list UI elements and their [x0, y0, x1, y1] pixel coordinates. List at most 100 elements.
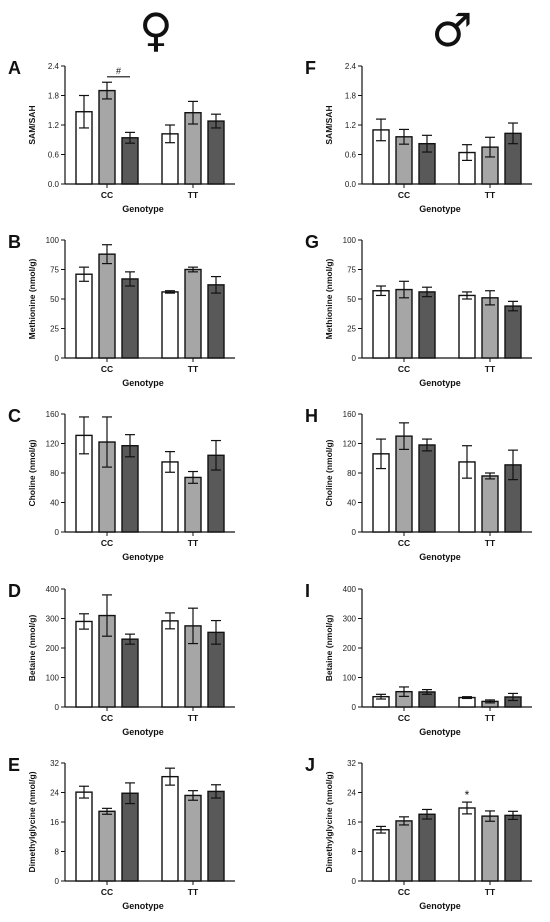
y-tick-label: 0 — [352, 528, 357, 537]
bar — [458, 294, 476, 359]
x-category-label: TT — [188, 713, 199, 723]
bar — [395, 288, 413, 359]
x-category-label: TT — [485, 190, 496, 200]
bar — [161, 291, 179, 359]
chart-panels: A 0.0 0.6 1.2 1.8 2.4 SAM/SAH Genotype CC TT # F 0.0… — [8, 58, 532, 911]
y-tick-label: 0 — [55, 528, 60, 537]
x-axis-label: Genotype — [122, 727, 164, 737]
bar — [184, 794, 202, 882]
panel-letter-c: C — [8, 406, 21, 426]
y-axis-label: Betaine (nmol/g) — [27, 615, 37, 682]
y-tick-label: 0 — [55, 703, 60, 712]
x-category-label: TT — [188, 887, 199, 897]
bar — [207, 120, 225, 185]
x-category-label: CC — [101, 538, 113, 548]
panel-c: C 0 40 80 120 160 Choline (nmol/g) Genotype CC TT — [8, 406, 235, 562]
y-tick-label: 25 — [50, 325, 59, 334]
y-tick-label: 24 — [347, 789, 356, 798]
panel-h: H 0 40 80 120 160 Choline (nmol/g) Genotype CC TT — [305, 406, 532, 562]
panel-f: F 0.0 0.6 1.2 1.8 2.4 SAM/SAH Genotype CC TT — [305, 58, 532, 214]
y-tick-label: 120 — [46, 440, 60, 449]
bar — [184, 268, 202, 359]
x-category-label: TT — [188, 190, 199, 200]
y-tick-label: 200 — [343, 644, 357, 653]
y-tick-label: 75 — [347, 266, 356, 275]
x-axis-label: Genotype — [419, 204, 461, 214]
y-tick-label: 1.2 — [345, 121, 357, 130]
panel-letter-h: H — [305, 406, 318, 426]
x-category-label: CC — [398, 190, 410, 200]
bar — [161, 620, 179, 708]
bar — [481, 475, 499, 533]
bar — [504, 305, 522, 359]
y-tick-label: 160 — [46, 410, 60, 419]
male-symbol: ♂ — [431, 3, 472, 57]
bar — [504, 814, 522, 882]
bar — [458, 807, 476, 882]
y-tick-label: 0 — [352, 703, 357, 712]
y-tick-label: 1.2 — [48, 121, 60, 130]
panel-letter-j: J — [305, 755, 315, 775]
y-tick-label: 8 — [55, 848, 60, 857]
y-tick-label: 32 — [347, 759, 356, 768]
x-axis-label: Genotype — [419, 901, 461, 911]
y-tick-label: 16 — [50, 818, 59, 827]
y-tick-label: 100 — [46, 236, 60, 245]
panel-letter-e: E — [8, 755, 20, 775]
y-tick-label: 75 — [50, 266, 59, 275]
y-tick-label: 0 — [55, 354, 60, 363]
x-axis-label: Genotype — [419, 378, 461, 388]
x-category-label: TT — [485, 887, 496, 897]
bar — [75, 273, 93, 359]
y-axis-label: Methionine (nmol/g) — [324, 258, 334, 339]
bar — [121, 792, 139, 882]
x-axis-label: Genotype — [122, 378, 164, 388]
panel-j: J 0 8 16 24 32 Dimethylglycine (nmol/g) Genotyp… — [305, 755, 532, 911]
y-tick-label: 25 — [347, 325, 356, 334]
x-axis-label: Genotype — [419, 727, 461, 737]
y-axis-label: SAM/SAH — [324, 105, 334, 144]
bar — [395, 820, 413, 882]
panel-b: B 0 25 50 75 100 Methionine (nmol/g) Genotype CC… — [8, 232, 235, 388]
y-tick-label: 80 — [347, 469, 356, 478]
x-axis-label: Genotype — [122, 204, 164, 214]
y-tick-label: 400 — [343, 585, 357, 594]
y-tick-label: 100 — [343, 236, 357, 245]
panel-d: D 0 100 200 300 400 Betaine (nmol/g) Genotype CC… — [8, 581, 235, 737]
panel-e: E 0 8 16 24 32 Dimethylglycine (nmol/g) Genotyp… — [8, 755, 235, 911]
y-tick-label: 300 — [343, 615, 357, 624]
panel-i: I 0 100 200 300 400 Betaine (nmol/g) Genotype CC… — [305, 581, 532, 737]
y-tick-label: 0 — [55, 877, 60, 886]
panel-g: G 0 25 50 75 100 Methionine (nmol/g) Genotype CC… — [305, 232, 532, 388]
y-tick-label: 2.4 — [48, 62, 60, 71]
bar — [75, 620, 93, 708]
y-tick-label: 24 — [50, 789, 59, 798]
y-tick-label: 32 — [50, 759, 59, 768]
bar — [481, 297, 499, 359]
y-tick-label: 0.6 — [345, 151, 357, 160]
panel-letter-f: F — [305, 58, 316, 78]
bar — [418, 444, 436, 533]
x-category-label: CC — [101, 713, 113, 723]
y-axis-label: Choline (nmol/g) — [324, 439, 334, 506]
bar — [481, 815, 499, 882]
x-category-label: TT — [188, 538, 199, 548]
y-tick-label: 8 — [352, 848, 357, 857]
y-tick-label: 16 — [347, 818, 356, 827]
y-tick-label: 1.8 — [48, 92, 60, 101]
y-axis-label: Dimethylglycine (nmol/g) — [27, 771, 37, 872]
y-tick-label: 0 — [352, 877, 357, 886]
panel-a: A 0.0 0.6 1.2 1.8 2.4 SAM/SAH Genotype CC TT # — [8, 58, 235, 214]
y-axis-label: Dimethylglycine (nmol/g) — [324, 771, 334, 872]
y-tick-label: 0.0 — [48, 180, 60, 189]
panel-letter-a: A — [8, 58, 21, 78]
y-tick-label: 0.0 — [345, 180, 357, 189]
bar — [121, 445, 139, 533]
female-symbol: ♀ — [139, 3, 173, 57]
bar — [121, 137, 139, 185]
bar — [207, 790, 225, 882]
y-tick-label: 400 — [46, 585, 60, 594]
x-category-label: TT — [188, 364, 199, 374]
x-category-label: TT — [485, 713, 496, 723]
x-category-label: CC — [101, 887, 113, 897]
